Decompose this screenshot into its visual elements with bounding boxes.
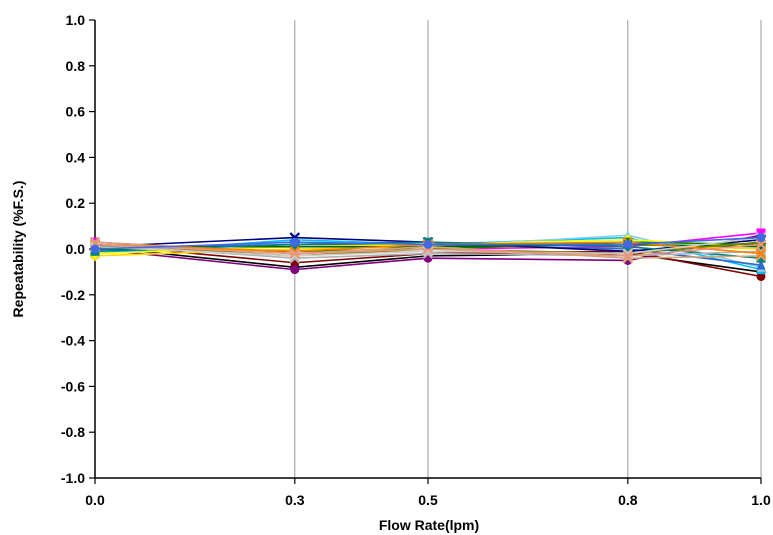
data-series [89, 228, 767, 281]
data-point [623, 239, 633, 249]
data-point [423, 239, 433, 249]
data-point [622, 250, 634, 262]
x-tick-label: 0.8 [618, 492, 638, 508]
data-point [290, 237, 300, 247]
data-point [422, 246, 434, 257]
series-group [89, 239, 767, 262]
series-group [90, 233, 766, 254]
y-tick-label: 0.8 [66, 58, 86, 74]
y-tick-label: 1.0 [66, 12, 86, 28]
y-tick-label: -0.4 [61, 333, 85, 349]
data-point [756, 259, 766, 270]
data-point [756, 271, 766, 281]
x-tick-label: 0.0 [85, 492, 105, 508]
y-tick-label: 0.2 [66, 195, 86, 211]
y-tick-label: 0.6 [66, 104, 86, 120]
data-point [756, 233, 766, 243]
data-point [755, 239, 767, 250]
y-tick-label: -0.6 [61, 378, 85, 394]
x-tick-label: 0.3 [285, 492, 305, 508]
data-point [622, 248, 634, 259]
y-tick-label: -1.0 [61, 470, 85, 486]
data-point [289, 248, 301, 259]
tick-labels: 1.00.80.60.40.20.0-0.2-0.4-0.6-0.8-1.00.… [61, 12, 771, 508]
data-point [290, 265, 300, 275]
x-axis-title: Flow Rate(lpm) [379, 517, 479, 533]
data-point [756, 253, 766, 263]
data-point [756, 228, 766, 238]
y-tick-label: 0.0 [66, 241, 86, 257]
y-axis-title: Repeatability (%F.S.) [10, 181, 26, 318]
y-tick-label: 0.4 [66, 149, 86, 165]
data-point [90, 244, 100, 254]
data-point [755, 248, 767, 259]
x-tick-label: 0.5 [418, 492, 438, 508]
y-tick-label: -0.8 [61, 424, 85, 440]
x-tick-label: 1.0 [751, 492, 771, 508]
y-tick-label: -0.2 [61, 287, 85, 303]
